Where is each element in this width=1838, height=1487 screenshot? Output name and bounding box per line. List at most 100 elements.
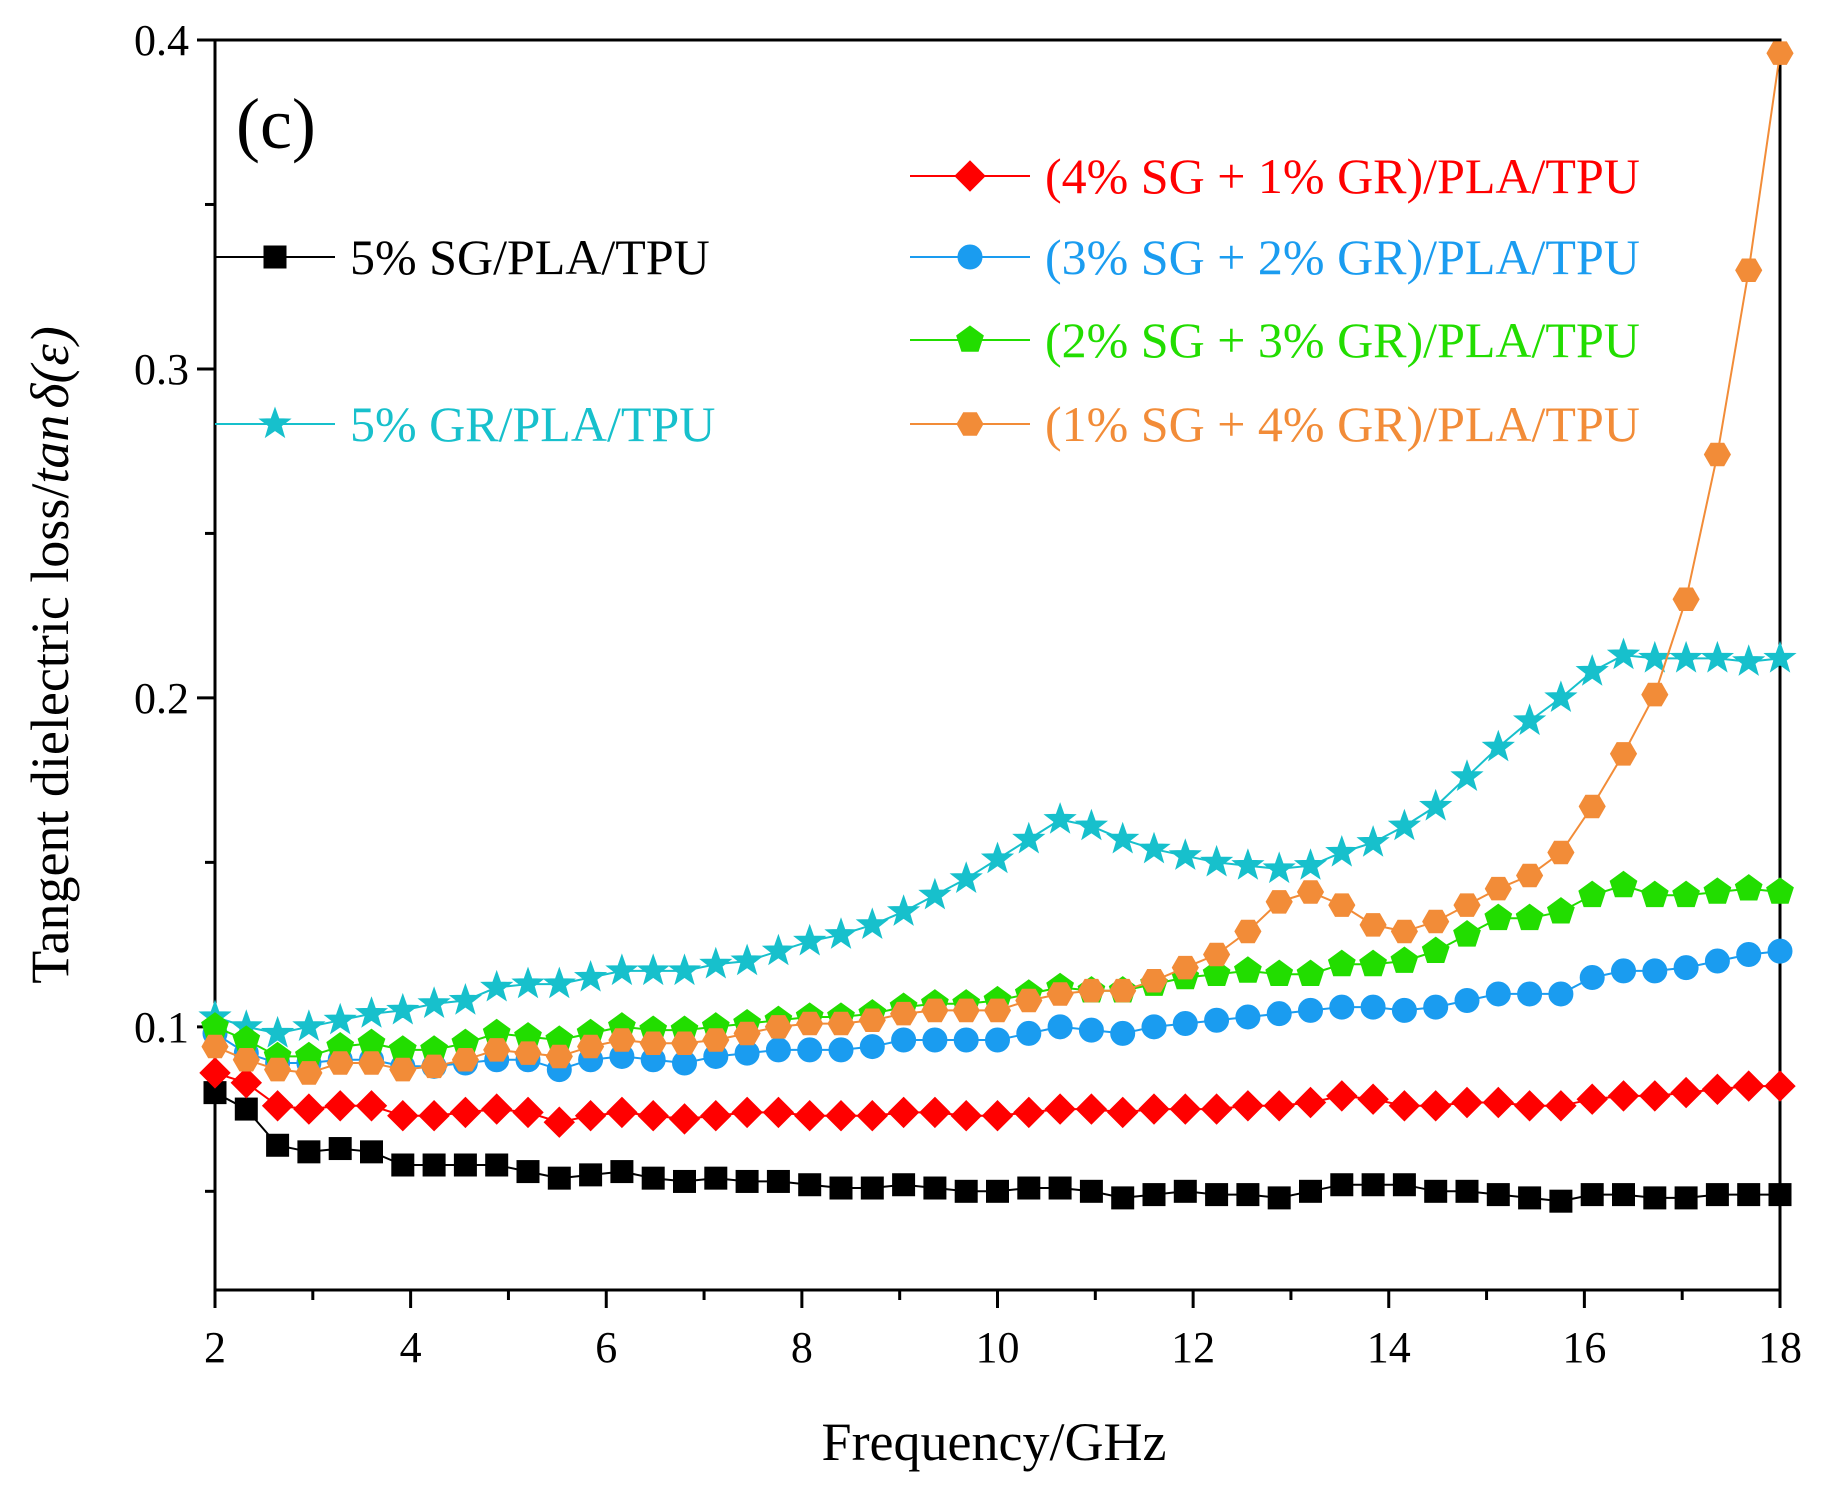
series-5-sg-pla-tpu	[203, 1081, 1792, 1213]
data-point	[1735, 258, 1763, 282]
data-point	[1670, 1076, 1702, 1109]
data-point	[610, 1160, 634, 1184]
data-point	[1451, 1086, 1483, 1119]
y-axis-title-delta: δ	[20, 383, 80, 409]
data-point	[953, 1027, 979, 1053]
data-point	[1391, 997, 1417, 1023]
data-point	[1547, 897, 1575, 924]
data-point	[420, 1054, 448, 1079]
data-point	[1137, 831, 1171, 864]
y-axis-title-epsilon: (ε)	[20, 326, 80, 383]
data-point	[1168, 838, 1202, 870]
data-point	[328, 1137, 352, 1161]
data-point	[855, 907, 889, 939]
data-point	[573, 960, 608, 992]
data-point	[1672, 880, 1700, 908]
data-point	[1544, 680, 1578, 712]
data-point	[511, 966, 545, 999]
data-point	[1077, 978, 1105, 1003]
data-point	[451, 1048, 479, 1072]
data-point	[1388, 1090, 1421, 1122]
x-tick-label: 2	[204, 1323, 226, 1372]
data-point	[1734, 874, 1763, 901]
data-point	[1204, 1007, 1230, 1033]
data-point	[1142, 1183, 1166, 1207]
data-point	[1642, 958, 1668, 984]
data-point	[1703, 877, 1732, 904]
data-point	[1705, 1183, 1729, 1207]
legend-label: (1% SG + 4% GR)/PLA/TPU	[1045, 396, 1640, 452]
data-point	[1607, 1080, 1640, 1112]
data-point	[1012, 821, 1046, 854]
data-point	[1106, 1096, 1139, 1129]
legend-entry: 5% SG/PLA/TPU	[215, 229, 710, 285]
data-point	[1044, 1093, 1076, 1125]
data-point	[1450, 759, 1484, 792]
data-point	[704, 1166, 728, 1190]
data-point	[1048, 1176, 1072, 1200]
data-point	[1294, 1086, 1327, 1119]
data-point	[639, 1031, 667, 1055]
data-point	[1390, 946, 1419, 973]
data-point	[731, 1096, 763, 1129]
data-point	[324, 1090, 356, 1122]
data-point	[1484, 903, 1513, 931]
data-point	[232, 1025, 261, 1052]
legend: 5% SG/PLA/TPU 5% GR/PLA/TPU (4% SG + 1% GR…	[215, 148, 1640, 452]
data-point	[1111, 1186, 1135, 1210]
legend-marker	[954, 160, 986, 192]
data-point	[829, 1176, 853, 1200]
data-point	[261, 1090, 294, 1122]
data-point	[1234, 956, 1262, 983]
data-point	[480, 969, 514, 1002]
data-point	[1262, 851, 1296, 884]
data-point	[1326, 1080, 1358, 1112]
data-point	[453, 1153, 477, 1177]
data-point	[1360, 994, 1386, 1020]
data-point	[1327, 949, 1356, 977]
data-point	[892, 1173, 916, 1197]
data-point	[1046, 982, 1074, 1006]
data-point	[1141, 1014, 1167, 1040]
data-point	[828, 1037, 854, 1063]
data-point	[266, 1133, 290, 1157]
legend-label: 5% GR/PLA/TPU	[350, 396, 715, 452]
data-point	[764, 1015, 792, 1039]
y-tick-label: 0.2	[134, 674, 189, 723]
data-point	[1328, 893, 1356, 917]
data-point	[1576, 1083, 1608, 1115]
data-point	[1768, 1183, 1792, 1207]
data-point	[201, 1034, 229, 1059]
data-point	[606, 1096, 638, 1129]
data-point	[1138, 1093, 1170, 1125]
legend-marker	[956, 325, 984, 352]
data-point	[1330, 1173, 1354, 1197]
data-point	[1390, 919, 1418, 944]
data-point	[483, 1038, 511, 1062]
data-point	[1638, 640, 1672, 673]
data-point	[1236, 1183, 1260, 1207]
data-point	[232, 1048, 260, 1072]
data-point	[986, 1179, 1009, 1203]
data-point	[418, 1099, 450, 1132]
data-point	[264, 1057, 292, 1082]
data-point	[1611, 958, 1636, 984]
data-point	[1547, 840, 1575, 865]
data-point	[1763, 640, 1797, 673]
data-point	[1392, 1173, 1416, 1197]
data-point	[668, 1103, 701, 1135]
data-point	[733, 1021, 761, 1046]
data-point	[1205, 1183, 1229, 1207]
data-point	[1482, 1086, 1515, 1119]
data-point	[699, 946, 733, 979]
data-point	[1609, 742, 1638, 766]
data-point	[1516, 863, 1544, 888]
data-point	[1732, 1070, 1765, 1102]
data-point	[1361, 1173, 1385, 1197]
data-point	[1267, 1186, 1291, 1210]
data-point	[1606, 637, 1641, 670]
data-point	[797, 1037, 823, 1063]
data-point	[1421, 936, 1450, 963]
legend-entry: (2% SG + 3% GR)/PLA/TPU	[910, 312, 1640, 368]
data-point	[1486, 1183, 1510, 1207]
